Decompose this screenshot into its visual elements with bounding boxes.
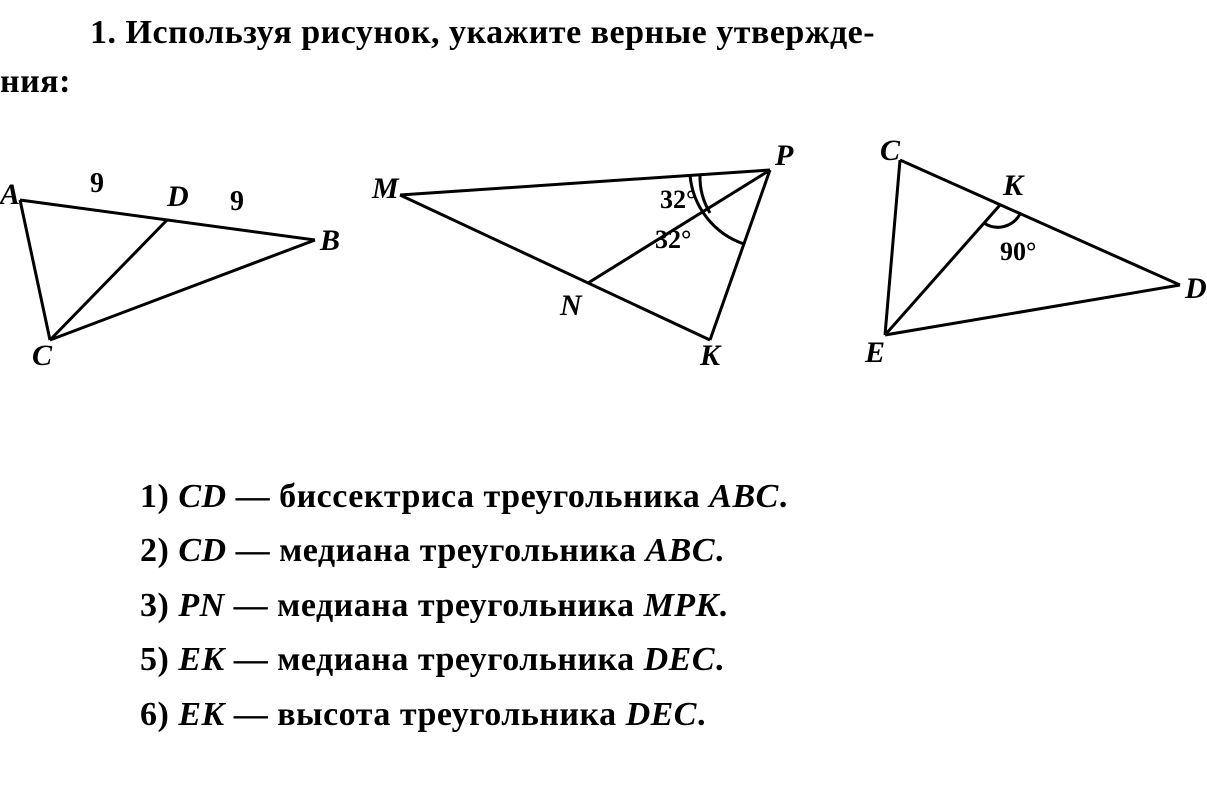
stmt-role: медиана треугольника <box>277 641 634 678</box>
stmt-tri: MPK <box>644 587 719 624</box>
stmt-n: 2) <box>140 532 169 569</box>
stmt-n: 3) <box>140 587 169 624</box>
label-m: M <box>371 172 400 205</box>
arc-outer <box>690 175 744 244</box>
angle-npk: 32° <box>655 225 691 254</box>
statements-list: 1) CD — биссектриса треугольника ABC. 2)… <box>140 470 1140 742</box>
len-db: 9 <box>230 186 244 217</box>
problem-text-line1: Используя рисунок, укажите верные утверж… <box>126 14 876 51</box>
stmt-tri: ABC <box>645 532 715 569</box>
label-a: A <box>0 178 20 211</box>
triangle-mpk: M P K N 32° 32° <box>371 140 794 370</box>
angle-ekd: 90° <box>1000 237 1036 266</box>
stmt-n: 5) <box>140 641 169 678</box>
stmt-dot: . <box>715 641 724 678</box>
stmt-role: биссектриса треугольника <box>279 478 700 515</box>
statement-2: 2) CD — медиана треугольника ABC. <box>140 524 1140 578</box>
problem-prompt: 1. Используя рисунок, укажите верные утв… <box>90 8 1170 107</box>
statement-6: 6) EK — высота треугольника DEC. <box>140 688 1140 742</box>
stmt-tri: DEC <box>644 641 715 678</box>
triangle-abc: A B C D 9 9 <box>0 168 340 370</box>
stmt-role: медиана треугольника <box>277 587 634 624</box>
label-c: C <box>32 339 53 370</box>
stmt-tri: ABC <box>709 478 779 515</box>
problem-number: 1. <box>90 14 117 51</box>
triangle-dec: C D E K 90° <box>864 140 1207 369</box>
stmt-seg: CD <box>178 532 226 569</box>
label-b: B <box>319 224 340 257</box>
stmt-dot: . <box>719 587 728 624</box>
problem-text-line2: ния: <box>0 63 71 100</box>
label-e: E <box>864 336 885 369</box>
label-k: K <box>699 339 722 370</box>
stmt-dot: . <box>715 532 724 569</box>
label-k2: K <box>1002 169 1025 202</box>
stmt-seg: PN <box>178 587 224 624</box>
stmt-n: 6) <box>140 696 169 733</box>
len-ad: 9 <box>90 168 104 199</box>
stmt-dash: — <box>234 641 269 678</box>
stmt-dash: — <box>234 587 269 624</box>
label-d: D <box>166 180 189 213</box>
stmt-tri: DEC <box>626 696 697 733</box>
statement-5: 5) EK — медиана треугольника DEC. <box>140 633 1140 687</box>
statement-3: 3) PN — медиана треугольника MPK. <box>140 579 1140 633</box>
diagrams-svg: A B C D 9 9 M P K N 32° 32° <box>0 140 1207 370</box>
statement-1: 1) CD — биссектриса треугольника ABC. <box>140 470 1140 524</box>
stmt-dot: . <box>697 696 706 733</box>
label-p: P <box>774 140 794 172</box>
angle-mpn: 32° <box>660 185 696 214</box>
stmt-dash: — <box>236 532 271 569</box>
stmt-dash: — <box>236 478 271 515</box>
stmt-seg: EK <box>178 696 224 733</box>
stmt-role: медиана треугольника <box>279 532 636 569</box>
label-n: N <box>559 289 583 322</box>
stmt-n: 1) <box>140 478 169 515</box>
stmt-seg: CD <box>178 478 226 515</box>
stmt-dash: — <box>234 696 269 733</box>
stmt-dot: . <box>779 478 788 515</box>
stmt-seg: EK <box>178 641 224 678</box>
label-c2: C <box>880 140 901 167</box>
label-d2: D <box>1184 272 1207 305</box>
stmt-role: высота треугольника <box>277 696 616 733</box>
diagrams-area: A B C D 9 9 M P K N 32° 32° <box>0 140 1207 370</box>
